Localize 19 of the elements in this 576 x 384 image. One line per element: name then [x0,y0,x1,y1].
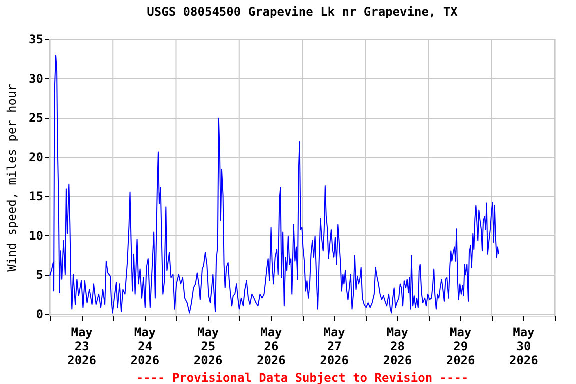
y-tick-label: 15 [29,190,44,204]
x-tick-label: May 28 2026 [383,326,412,368]
x-tick-label: May 29 2026 [446,326,476,368]
y-tick-label: 20 [29,150,44,164]
y-tick-label: 35 [29,32,44,46]
y-tick-label: 5 [36,268,44,282]
line-series [50,55,500,314]
x-tick-label: May 30 2026 [509,326,538,368]
chart-title: USGS 08054500 Grapevine Lk nr Grapevine, TX [147,5,459,19]
x-tick-label: May 25 2026 [194,326,223,368]
y-tick-label: 25 [29,111,44,126]
y-tick-label: 0 [36,308,44,322]
x-tick-label: May 24 2026 [130,326,160,368]
y-axis-title: Wind speed, miles per hour [5,84,20,272]
y-tick-label: 30 [29,72,44,86]
x-tick-label: May 27 2026 [320,326,350,368]
y-tick-label: 10 [29,228,44,243]
x-tick-label: May 23 2026 [68,326,97,368]
x-tick-label: May 26 2026 [256,326,286,368]
